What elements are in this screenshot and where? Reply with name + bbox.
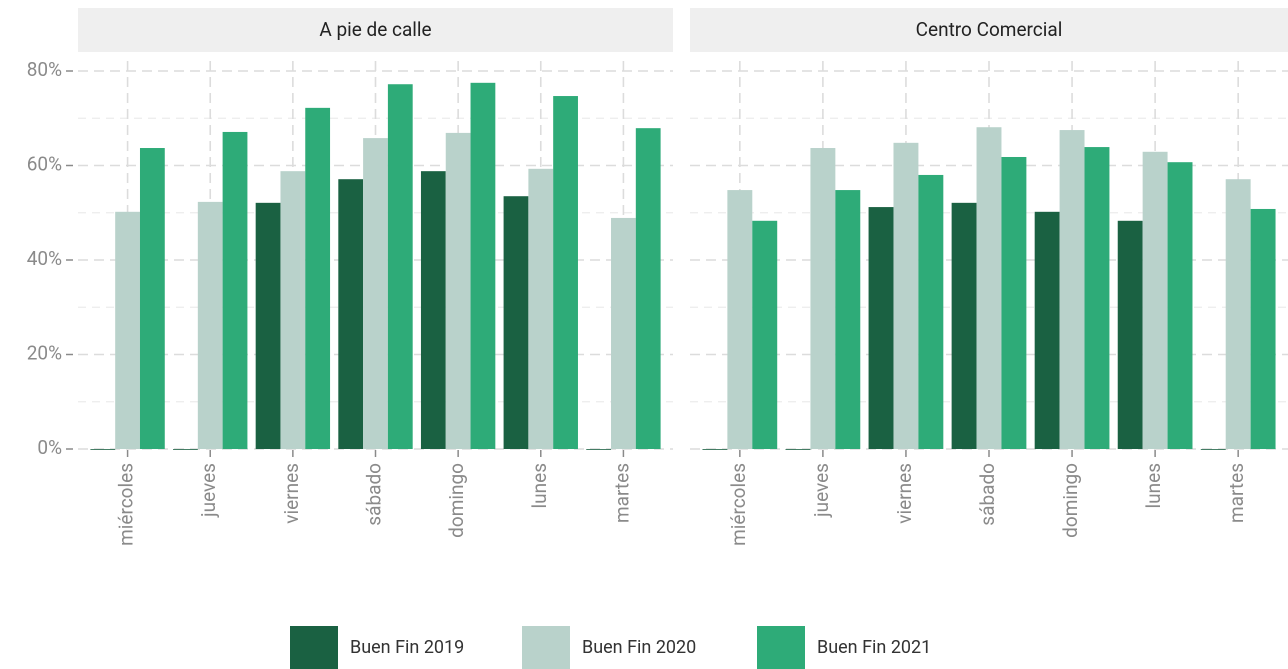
x-tick-label: sábado xyxy=(976,463,999,526)
legend-label: Buen Fin 2020 xyxy=(582,637,696,658)
bar xyxy=(1167,162,1193,449)
bar xyxy=(255,202,281,449)
x-tick-label: lunes xyxy=(528,463,551,508)
x-tick-label: miércoles xyxy=(115,463,138,546)
bar xyxy=(976,127,1002,449)
bar xyxy=(1117,220,1143,449)
bar xyxy=(868,207,894,449)
y-tick-label: 40% xyxy=(27,247,62,270)
x-tick-label: viernes xyxy=(280,463,303,524)
bar xyxy=(553,96,578,449)
facet-title: A pie de calle xyxy=(319,18,431,41)
x-tick-label: miércoles xyxy=(727,463,750,546)
bar xyxy=(173,449,198,450)
x-tick-label: domingo xyxy=(1059,463,1082,538)
x-tick-label: martes xyxy=(610,463,633,523)
bar xyxy=(951,202,977,449)
bar xyxy=(635,128,661,450)
facet-title: Centro Comercial xyxy=(916,18,1063,41)
bar xyxy=(197,201,223,449)
bar xyxy=(727,190,753,449)
x-tick-label: viernes xyxy=(893,463,916,524)
bar xyxy=(1001,156,1027,449)
x-tick-label: jueves xyxy=(197,463,220,518)
x-tick-label: lunes xyxy=(1142,463,1165,508)
legend-key xyxy=(757,626,805,669)
legend-key xyxy=(290,626,338,669)
strip xyxy=(690,8,1288,52)
bar xyxy=(115,211,140,449)
strip xyxy=(78,8,673,52)
bar xyxy=(1084,147,1110,449)
bar xyxy=(338,179,364,449)
bar xyxy=(918,174,944,449)
bar xyxy=(1059,130,1085,449)
bar xyxy=(611,217,636,449)
bar xyxy=(420,171,446,450)
bar xyxy=(470,82,496,449)
bar xyxy=(1225,179,1251,449)
bar xyxy=(752,220,778,449)
bar xyxy=(702,449,728,450)
bar xyxy=(586,449,612,450)
bar xyxy=(1142,151,1168,450)
legend-label: Buen Fin 2019 xyxy=(350,637,464,658)
x-tick-label: jueves xyxy=(810,463,833,518)
bar xyxy=(280,171,306,450)
x-tick-label: domingo xyxy=(445,463,468,538)
bar xyxy=(305,107,331,449)
bar xyxy=(893,142,919,449)
bar xyxy=(387,84,413,449)
bar xyxy=(1034,211,1060,449)
x-tick-label: sábado xyxy=(363,463,386,526)
bar xyxy=(90,449,116,450)
bar xyxy=(835,190,861,449)
y-tick-label: 60% xyxy=(27,153,62,176)
bar xyxy=(785,449,811,450)
bar xyxy=(528,168,554,449)
bar xyxy=(139,148,165,449)
bar xyxy=(1200,449,1226,450)
legend-label: Buen Fin 2021 xyxy=(817,637,931,658)
bar xyxy=(445,132,471,449)
bar xyxy=(363,138,388,449)
x-tick-label: martes xyxy=(1225,463,1248,523)
y-tick-label: 0% xyxy=(37,436,62,459)
legend-key xyxy=(522,626,570,669)
bar xyxy=(222,131,248,449)
y-tick-label: 80% xyxy=(27,58,62,81)
bar xyxy=(503,196,529,449)
bar xyxy=(1250,208,1276,449)
y-tick-label: 20% xyxy=(27,342,62,365)
bar xyxy=(810,148,836,449)
